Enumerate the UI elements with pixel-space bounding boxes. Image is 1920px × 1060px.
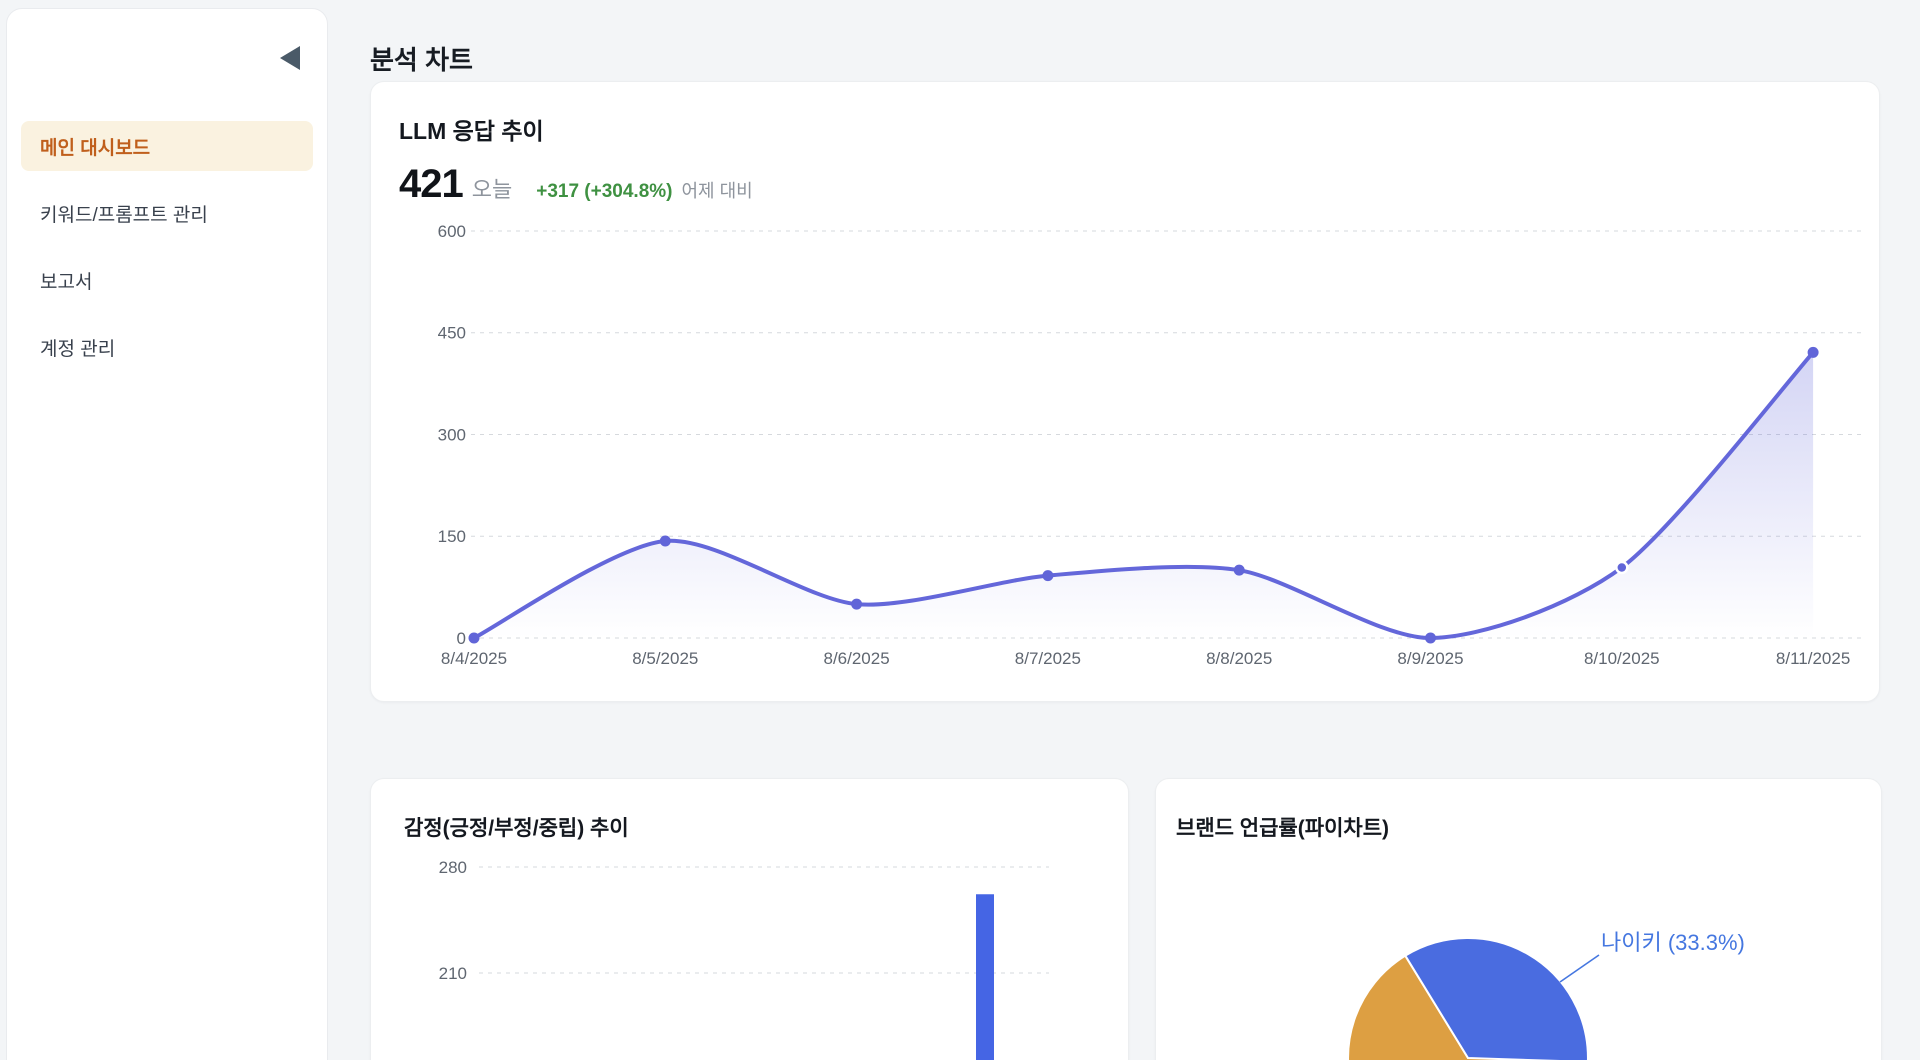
data-point[interactable] — [1042, 570, 1054, 582]
y-axis-label: 280 — [439, 858, 467, 877]
sidebar: 메인 대시보드 키워드/프롬프트 관리 보고서 계정 관리 — [6, 8, 328, 1060]
sidebar-nav: 메인 대시보드 키워드/프롬프트 관리 보고서 계정 관리 — [21, 121, 313, 389]
sidebar-item-label: 메인 대시보드 — [40, 137, 151, 159]
stat-delta-note: 어제 대비 — [681, 181, 753, 201]
sidebar-item-main-dashboard[interactable]: 메인 대시보드 — [21, 121, 313, 171]
sidebar-item-label: 계정 관리 — [40, 338, 116, 360]
collapse-left-triangle-icon — [280, 45, 300, 70]
brand-mention-pie-card: 브랜드 언급률(파이차트) 나이키 (33.3%) — [1155, 778, 1882, 1060]
x-axis-label: 8/10/2025 — [1584, 649, 1660, 668]
y-axis-label: 210 — [439, 964, 467, 983]
data-point[interactable] — [659, 535, 671, 547]
brand-mention-pie-chart[interactable] — [1156, 779, 1882, 1060]
line-card-stats: 421 오늘 +317 (+304.8%) 어제 대비 — [399, 162, 753, 207]
sidebar-item-reports[interactable]: 보고서 — [21, 255, 313, 305]
data-point[interactable] — [1615, 560, 1629, 575]
pie-slice-other[interactable] — [1347, 954, 1590, 1060]
sidebar-item-keyword-prompt[interactable]: 키워드/프롬프트 관리 — [21, 188, 313, 238]
llm-response-line-chart[interactable]: 0 150 300 450 600 8/4/2025 8/5/2025 8/6/2025 8/7… — [371, 82, 1880, 702]
stat-delta: +317 (+304.8%) — [536, 181, 673, 202]
y-axis-label: 150 — [438, 527, 466, 546]
pie-card-title: 브랜드 언급률(파이차트) — [1176, 817, 1390, 840]
line-card-title: LLM 응답 추이 — [399, 118, 544, 144]
page-title: 분석 차트 — [370, 45, 473, 75]
data-point[interactable] — [1233, 564, 1245, 576]
x-axis-label: 8/8/2025 — [1206, 649, 1272, 668]
sidebar-collapse-button[interactable] — [275, 43, 305, 75]
line-area-fill — [474, 352, 1814, 639]
x-axis-label: 8/11/2025 — [1776, 649, 1850, 668]
sidebar-item-account[interactable]: 계정 관리 — [21, 322, 313, 372]
y-axis-label: 450 — [438, 324, 466, 343]
data-point[interactable] — [468, 632, 480, 644]
data-point[interactable] — [851, 598, 863, 610]
pie-slice-callout: 나이키 (33.3%) — [1601, 930, 1745, 955]
x-axis-label: 8/6/2025 — [824, 649, 890, 668]
x-axis-label: 8/4/2025 — [441, 649, 507, 668]
data-point[interactable] — [1425, 632, 1436, 644]
x-axis-label: 8/7/2025 — [1015, 649, 1081, 668]
sidebar-item-label: 키워드/프롬프트 관리 — [40, 204, 208, 226]
x-axis-label: 8/9/2025 — [1397, 649, 1463, 668]
bar-card-title: 감정(긍정/부정/중립) 추이 — [404, 817, 629, 840]
y-axis-label: 600 — [438, 222, 466, 241]
x-axis-label: 8/5/2025 — [632, 649, 698, 668]
stat-today-value: 421 — [399, 162, 464, 206]
stat-today-unit: 오늘 — [471, 177, 513, 202]
callout-leader-line — [1559, 954, 1600, 983]
data-point[interactable] — [1807, 346, 1819, 358]
pie-slice-nike[interactable] — [1403, 937, 1589, 1060]
llm-response-trend-card: LLM 응답 추이 421 오늘 +317 (+304.8%) 어제 대비 0 1… — [370, 81, 1880, 702]
sentiment-bar-chart[interactable]: 280 210 — [371, 779, 1129, 1060]
y-axis-label: 300 — [438, 425, 466, 444]
bar-rect[interactable] — [976, 894, 994, 1060]
sentiment-trend-card: 감정(긍정/부정/중립) 추이 280 210 — [370, 778, 1129, 1060]
y-axis-label: 0 — [457, 629, 466, 648]
sidebar-item-label: 보고서 — [40, 271, 93, 293]
